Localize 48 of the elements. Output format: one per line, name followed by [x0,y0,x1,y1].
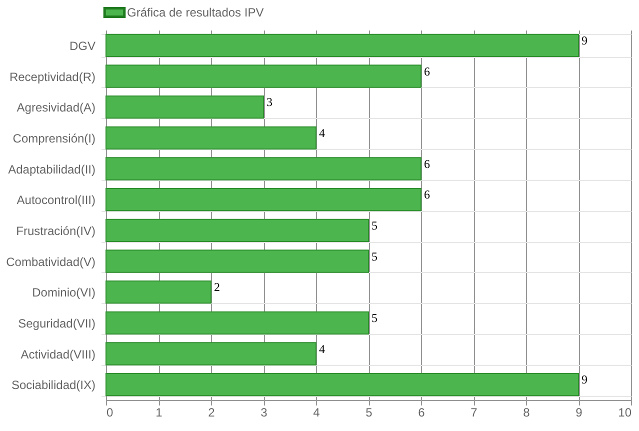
bar [106,280,212,304]
y-tick-label: Actividad(VIII) [20,347,96,362]
data-label: 6 [424,156,430,171]
bar [106,342,316,366]
bar [106,218,369,242]
y-tick-label: Sociabilidad(IX) [11,378,96,392]
data-label: 3 [266,95,272,110]
y-tick-label: Comprensión(I) [12,131,96,146]
bar [106,64,422,88]
data-label: 4 [319,342,325,356]
x-tick-label: 9 [576,406,583,420]
bar [106,188,422,212]
data-label: 4 [319,126,325,140]
data-label: 2 [214,280,220,294]
y-tick-label: Receptividad(R) [9,70,96,84]
x-tick-label: 3 [260,406,268,420]
x-tick-label: 8 [523,406,530,420]
bar [106,126,316,150]
x-tick-label: 5 [366,406,373,420]
data-label: 6 [424,64,430,78]
y-tick-label: Frustración(IV) [16,224,96,238]
y-tick-label: Autocontrol(III) [16,193,96,208]
x-tick-label: 7 [470,406,478,420]
bar [106,311,369,335]
data-label: 5 [372,249,378,264]
y-tick-label: Combatividad(V) [6,254,96,269]
y-tick-label: Dominio(VI) [32,286,96,300]
y-tick-label: Adaptabilidad(II) [8,162,96,176]
data-label: 9 [582,372,588,387]
y-tick-label: Seguridad(VII) [18,316,96,330]
bar [106,157,422,180]
data-label: 6 [424,188,430,202]
data-label: 5 [372,310,378,325]
bar [106,250,369,273]
y-tick-label: Agresividad(A) [16,100,96,115]
x-tick-label: 0 [106,406,114,420]
x-tick-label: 6 [418,406,426,420]
bar [106,34,579,58]
bar [106,372,579,396]
y-tick-label: DGV [69,38,96,53]
legend-label: Gráfica de resultados IPV [127,6,264,20]
data-label: 5 [372,218,378,232]
x-tick-label: 2 [208,406,216,420]
x-tick-label: 1 [156,406,163,420]
data-label: 9 [582,33,588,48]
x-tick-label: 10 [618,406,632,420]
bar [106,95,264,119]
x-tick-label: 4 [313,406,320,420]
